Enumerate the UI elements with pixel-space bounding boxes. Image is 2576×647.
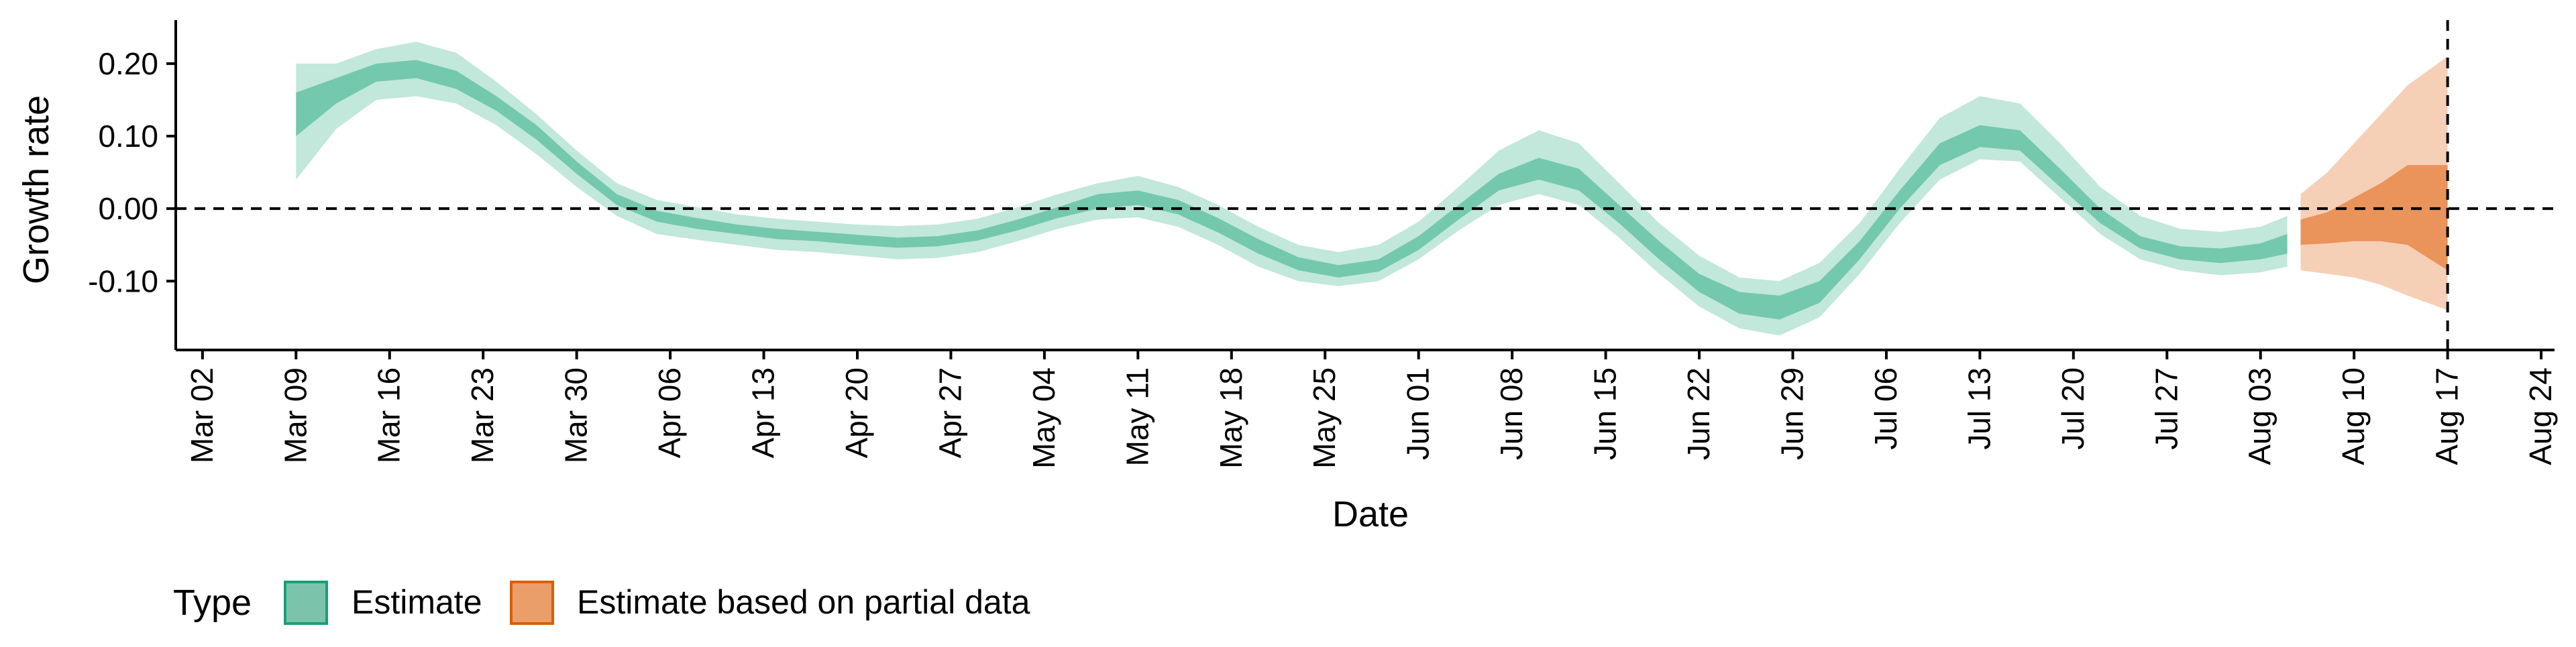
x-tick-label: Mar 23 — [465, 367, 500, 463]
x-tick-label: Jul 20 — [2055, 367, 2090, 450]
x-tick-label: Jun 22 — [1681, 367, 1716, 460]
x-tick-label: Jun 01 — [1401, 367, 1436, 460]
x-tick-label: May 04 — [1026, 367, 1061, 469]
x-tick-label: Mar 16 — [372, 367, 407, 463]
axes-layer: 0.20 0.10 0.00 -0.10 Mar 02 Mar 09 Mar 16 Mar 2… — [88, 20, 2558, 469]
legend-swatch-partial — [510, 581, 554, 625]
x-tick-label: Mar 02 — [184, 367, 219, 463]
y-tick-label: 0.20 — [98, 46, 158, 81]
y-tick-label: 0.00 — [98, 191, 158, 226]
x-tick-label: Jul 13 — [1962, 367, 1996, 450]
x-tick-label: Aug 17 — [2430, 367, 2465, 465]
x-tick-label: Jun 15 — [1588, 367, 1623, 460]
band-layer — [296, 42, 2448, 336]
x-tick-label: May 18 — [1214, 367, 1248, 469]
x-tick-label: Aug 03 — [2243, 367, 2277, 465]
band-50-partial-data — [2300, 165, 2448, 271]
reference-line-layer — [176, 20, 2555, 350]
x-tick-label: Mar 09 — [278, 367, 313, 463]
legend-swatch-estimate — [284, 581, 328, 625]
legend-title: Type — [173, 583, 252, 623]
x-axis-title: Date — [1332, 494, 1409, 534]
x-tick-label: Mar 30 — [559, 367, 594, 463]
y-axis-title: Growth rate — [16, 95, 56, 284]
legend: Type Estimate Estimate based on partial … — [173, 581, 1030, 625]
y-tick-label: 0.10 — [98, 119, 158, 154]
band-90-estimate — [296, 42, 2288, 336]
legend-label-estimate: Estimate — [352, 583, 482, 621]
x-tick-label: Aug 24 — [2523, 367, 2558, 465]
x-tick-label: May 25 — [1307, 367, 1342, 469]
y-tick-label: -0.10 — [88, 263, 158, 298]
x-tick-label: Apr 27 — [932, 367, 967, 459]
legend-label-partial: Estimate based on partial data — [577, 583, 1030, 621]
x-tick-label: Aug 10 — [2336, 367, 2371, 465]
x-tick-label: Jul 06 — [1868, 367, 1903, 450]
x-tick-label: Apr 13 — [746, 367, 781, 459]
x-tick-label: Jul 27 — [2149, 367, 2184, 450]
x-tick-label: Jun 29 — [1775, 367, 1810, 460]
x-tick-label: Apr 20 — [839, 367, 874, 459]
x-tick-label: Apr 06 — [652, 367, 687, 459]
x-tick-label: May 11 — [1120, 367, 1155, 466]
x-tick-label: Jun 08 — [1494, 367, 1529, 460]
